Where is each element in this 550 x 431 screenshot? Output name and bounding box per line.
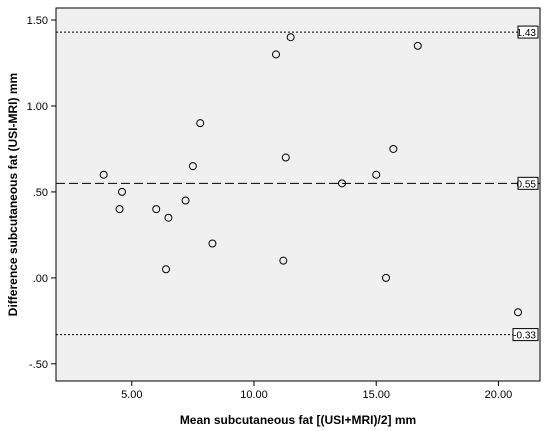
y-tick-label: 1.00	[27, 101, 48, 113]
reference-label-box	[517, 25, 539, 39]
y-tick-label: 1.50	[27, 15, 48, 27]
reference-label-text: 1.43	[517, 28, 537, 39]
reference-lines	[56, 31, 540, 336]
reference-label-text: 0.55	[517, 179, 537, 190]
data-point	[272, 50, 280, 59]
data-point	[514, 308, 522, 317]
data-point	[382, 273, 390, 282]
axis-ticks: 5.00 10.00 15.00 20.00 -.50 .00 .50 1.00 1.50	[27, 15, 513, 401]
data-point	[152, 205, 161, 214]
data-point	[181, 196, 190, 205]
y-tick-label: -.50	[29, 359, 48, 371]
plot-area	[55, 7, 541, 382]
data-point	[208, 239, 217, 248]
data-point	[118, 187, 126, 196]
x-tick-label: 20.00	[485, 389, 513, 401]
reference-label-box	[517, 176, 539, 190]
y-tick-label: .50	[33, 187, 48, 199]
reference-label: 1.43	[517, 25, 539, 39]
reference-label-text: -0.33	[513, 331, 536, 342]
data-point	[196, 119, 205, 128]
data-point	[164, 213, 173, 222]
data-point	[281, 153, 290, 162]
data-point	[286, 33, 295, 42]
x-tick-label: 5.00	[121, 389, 142, 401]
x-axis-title: Mean subcutaneous fat [(USI+MRI)/2] mm	[180, 413, 416, 427]
y-tick-label: .00	[33, 273, 48, 285]
x-tick-label: 10.00	[240, 389, 268, 401]
data-point	[338, 179, 346, 188]
reference-labels: 1.43 0.55 -0.33	[512, 25, 539, 342]
data-point	[99, 170, 108, 179]
data-point	[413, 41, 422, 50]
reference-label: -0.33	[512, 328, 539, 342]
reference-label-box	[512, 328, 539, 342]
x-tick-label: 15.00	[362, 389, 390, 401]
data-point	[188, 162, 197, 171]
data-points	[99, 33, 522, 317]
data-point	[162, 265, 170, 274]
data-point	[279, 256, 288, 265]
y-axis-title: Difference subcutaneous fat (USI-MRI) mm	[6, 73, 20, 316]
data-point	[372, 170, 381, 179]
reference-label: 0.55	[517, 176, 539, 190]
data-point	[115, 205, 124, 214]
data-point	[389, 144, 398, 153]
